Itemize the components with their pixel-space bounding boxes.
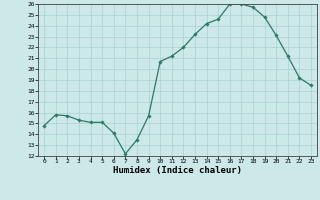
- X-axis label: Humidex (Indice chaleur): Humidex (Indice chaleur): [113, 166, 242, 175]
